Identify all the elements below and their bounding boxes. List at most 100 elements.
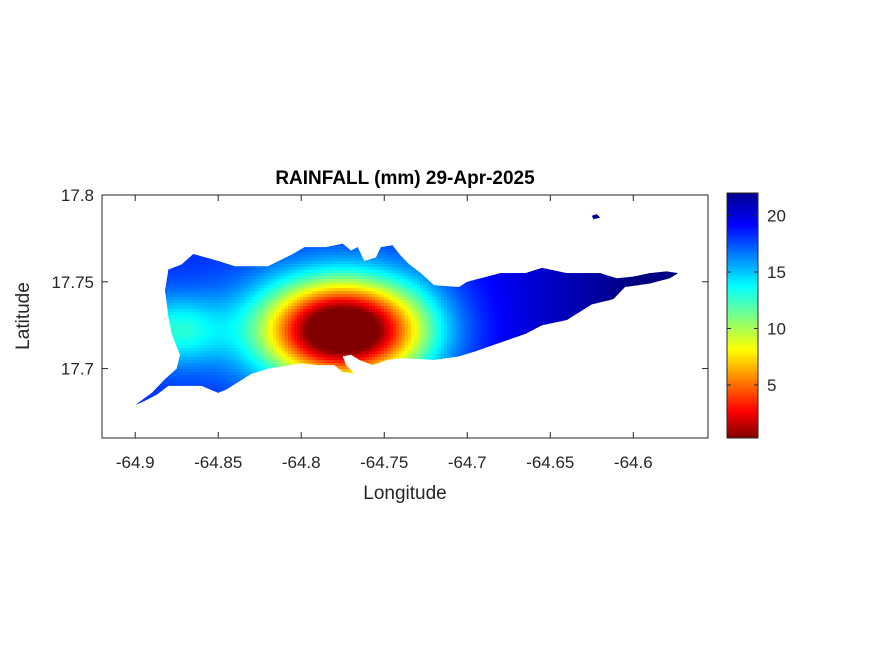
heatmap-cell (285, 324, 289, 328)
heatmap-cell (210, 279, 214, 283)
heatmap-cell (261, 357, 265, 361)
heatmap-cell (213, 267, 217, 271)
heatmap-cell (210, 378, 214, 382)
heatmap-cell (171, 297, 175, 301)
heatmap-cell (285, 258, 289, 262)
heatmap-cell (255, 327, 259, 331)
heatmap-cell (222, 381, 226, 385)
heatmap-cell (237, 279, 241, 283)
heatmap-cell (189, 348, 193, 352)
heatmap-cell (273, 279, 277, 283)
heatmap-cell (264, 360, 268, 364)
heatmap-cell (246, 333, 250, 337)
heatmap-cell (198, 366, 202, 370)
heatmap-cell (201, 339, 205, 343)
heatmap-cell (270, 366, 274, 370)
heatmap-cell (282, 360, 286, 364)
heatmap-cell (261, 312, 265, 316)
heatmap-cell (198, 381, 202, 385)
heatmap-cell (240, 309, 244, 313)
heatmap-cell (210, 306, 214, 310)
heatmap-cell (162, 381, 166, 385)
heatmap-cell (261, 363, 265, 367)
heatmap-cell (270, 336, 274, 340)
heatmap-cell (207, 270, 211, 274)
heatmap-cell (216, 372, 220, 376)
heatmap-cell (222, 276, 226, 280)
heatmap-cell (231, 321, 235, 325)
heatmap-cell (243, 351, 247, 355)
heatmap-cell (240, 324, 244, 328)
heatmap-cell (279, 357, 283, 361)
heatmap-cell (270, 264, 274, 268)
heatmap-cell (198, 330, 202, 334)
heatmap-cell (225, 276, 229, 280)
heatmap-cell (231, 363, 235, 367)
heatmap-cell (198, 276, 202, 280)
heatmap-cell (177, 282, 181, 286)
heatmap-cell (186, 354, 190, 358)
heatmap-cell (207, 273, 211, 277)
heatmap-cell (228, 267, 232, 271)
heatmap-cell (186, 264, 190, 268)
heatmap-cell (219, 336, 223, 340)
heatmap-cell (270, 279, 274, 283)
heatmap-cell (207, 324, 211, 328)
heatmap-cell (168, 297, 172, 301)
heatmap-cell (279, 306, 283, 310)
heatmap-cell (243, 369, 247, 373)
heatmap-cell (255, 321, 259, 325)
heatmap-cell (261, 309, 265, 313)
heatmap-cell (261, 360, 265, 364)
heatmap-cell (213, 321, 217, 325)
heatmap-cell (270, 267, 274, 271)
heatmap-cell (192, 279, 196, 283)
heatmap-cell (258, 354, 262, 358)
heatmap-cell (219, 342, 223, 346)
heatmap-cell (228, 384, 232, 388)
heatmap-cell (168, 291, 172, 295)
heatmap-cell (204, 333, 208, 337)
heatmap-cell (234, 309, 238, 313)
heatmap-cell (201, 336, 205, 340)
heatmap-cell (213, 342, 217, 346)
heatmap-cell (168, 285, 172, 289)
heatmap-cell (222, 369, 226, 373)
heatmap-cell (168, 309, 172, 313)
heatmap-cell (216, 387, 220, 391)
heatmap-cell (213, 270, 217, 274)
heatmap-cell (222, 339, 226, 343)
heatmap-cell (183, 357, 187, 361)
heatmap-cell (228, 297, 232, 301)
heatmap-cell (258, 363, 262, 367)
heatmap-cell (225, 375, 229, 379)
heatmap-cell (201, 276, 205, 280)
heatmap-cell (270, 297, 274, 301)
heatmap-cell (204, 363, 208, 367)
heatmap-cell (285, 273, 289, 277)
heatmap-cell (186, 291, 190, 295)
heatmap-cell (180, 318, 184, 322)
heatmap-cell (183, 267, 187, 271)
heatmap-cell (276, 309, 280, 313)
heatmap-cell (180, 276, 184, 280)
heatmap-cell (207, 345, 211, 349)
heatmap-cell (201, 261, 205, 265)
heatmap-cell (168, 318, 172, 322)
heatmap-cell (195, 306, 199, 310)
heatmap-cell (261, 276, 265, 280)
heatmap-cell (177, 309, 181, 313)
heatmap-cell (252, 282, 256, 286)
heatmap-cell (228, 315, 232, 319)
heatmap-cell (210, 282, 214, 286)
heatmap-cell (177, 381, 181, 385)
heatmap-cell (270, 306, 274, 310)
heatmap-cell (240, 351, 244, 355)
heatmap-cell (276, 321, 280, 325)
heatmap-cell (183, 351, 187, 355)
heatmap-cell (258, 357, 262, 361)
heatmap-cell (243, 324, 247, 328)
heatmap-cell (216, 264, 220, 268)
heatmap-cell (207, 372, 211, 376)
heatmap-cell (279, 297, 283, 301)
